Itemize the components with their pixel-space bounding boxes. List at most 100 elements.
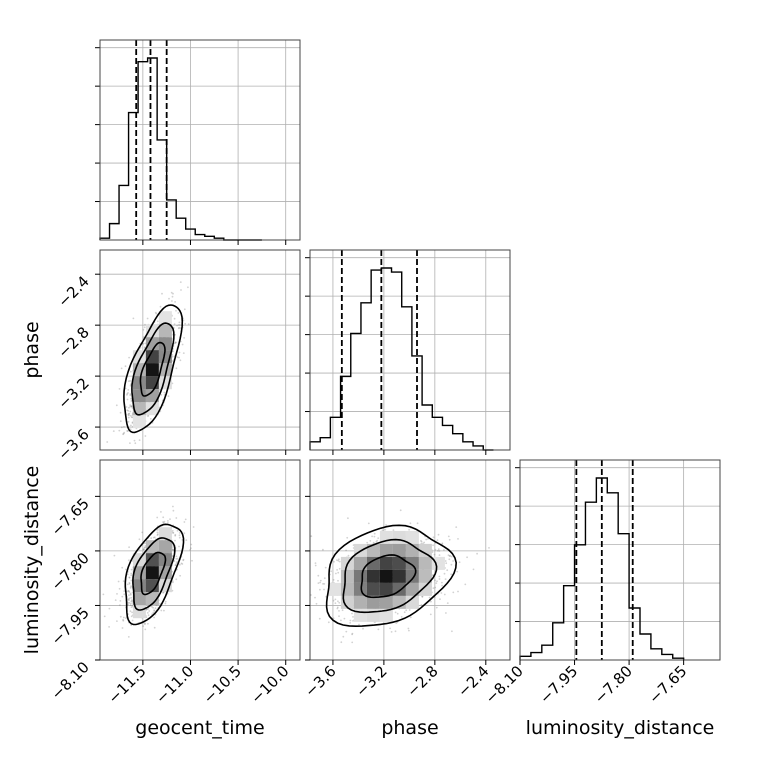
scatter-point (144, 435, 147, 437)
scatter-point (149, 418, 152, 420)
density-cell (353, 569, 367, 583)
scatter-point (127, 636, 130, 638)
scatter-point (132, 317, 135, 320)
scatter-point (384, 528, 387, 531)
scatter-point (178, 324, 181, 326)
scatter-point (420, 604, 423, 606)
density-cell (405, 582, 419, 596)
scatter-point (338, 610, 340, 612)
scatter-point (458, 561, 461, 564)
scatter-point (126, 392, 129, 395)
scatter-point (160, 609, 163, 612)
scatter-point (174, 341, 177, 344)
scatter-point (127, 603, 129, 606)
scatter-point (182, 558, 185, 561)
scatter-point (118, 587, 121, 590)
y-tick-label-phase-1: −3.2 (54, 374, 92, 412)
joint-frame-geocent_time-luminosity_distance (99, 459, 301, 661)
scatter-point (346, 536, 349, 539)
density-cell (392, 569, 406, 583)
scatter-point (127, 590, 130, 593)
scatter-point (127, 416, 130, 419)
scatter-point (332, 617, 335, 620)
scatter-point (432, 536, 435, 539)
scatter-point (113, 554, 116, 557)
scatter-point (390, 631, 393, 633)
joint-panel-geocent_time-phase (100, 250, 300, 450)
scatter-point (147, 622, 149, 625)
x-tick-label-phase-0: −3.6 (301, 662, 339, 700)
scatter-point (147, 614, 150, 617)
scatter-point (427, 538, 429, 540)
density-cell (405, 530, 419, 544)
scatter-point (185, 539, 188, 541)
scatter-point (144, 623, 146, 626)
density-cell (145, 566, 159, 580)
scatter-point (450, 563, 453, 566)
scatter-point (448, 555, 451, 557)
density-cell (418, 569, 432, 583)
scatter-point (182, 559, 185, 562)
scatter-point (131, 619, 134, 622)
scatter-point (430, 600, 432, 603)
scatter-point (127, 414, 130, 417)
density-cell (353, 582, 367, 596)
scatter-point (174, 539, 176, 542)
scatter-point (441, 542, 444, 545)
scatter-point (128, 356, 131, 359)
scatter-point (122, 619, 125, 622)
scatter-point (131, 611, 134, 614)
scatter-point (171, 300, 173, 302)
scatter-point (128, 591, 131, 593)
density-cell (379, 556, 393, 570)
x-axis-label-geocent-time: geocent_time (135, 717, 264, 739)
scatter-point (115, 404, 118, 407)
scatter-point (143, 346, 146, 348)
scatter-point (125, 568, 127, 571)
scatter-point (161, 292, 163, 295)
scatter-point (175, 561, 178, 564)
scatter-point (139, 347, 142, 349)
scatter-point (449, 554, 451, 557)
scatter-point (187, 286, 189, 289)
scatter-point (336, 607, 339, 610)
density-cell (132, 376, 146, 390)
scatter-point (447, 535, 450, 538)
scatter-point (336, 559, 338, 561)
scatter-point (352, 620, 354, 622)
scatter-point (129, 380, 132, 382)
joint-panel-phase-luminosity_distance (306, 460, 510, 661)
contour-level-2 (140, 551, 167, 596)
scatter-point (129, 592, 132, 595)
scatter-point (306, 590, 308, 592)
scatter-point (172, 532, 175, 534)
scatter-point (131, 405, 133, 408)
scatter-point (421, 595, 424, 598)
scatter-point (147, 415, 149, 418)
scatter-point (178, 534, 181, 537)
scatter-point (337, 579, 339, 582)
density-cell (405, 556, 419, 570)
scatter-point (437, 549, 439, 552)
density-cell (353, 556, 367, 570)
scatter-point (146, 317, 149, 320)
scatter-point (129, 393, 132, 395)
scatter-point (341, 609, 344, 612)
scatter-point (443, 549, 445, 551)
scatter-point (332, 599, 335, 602)
scatter-point (371, 535, 373, 538)
marginal-frame-luminosity_distance (519, 459, 721, 661)
scatter-point (163, 391, 166, 394)
y-tick-label-phase-3: −2.4 (54, 272, 92, 310)
density-cell (158, 311, 172, 325)
scatter-point (176, 557, 179, 560)
scatter-point (118, 429, 121, 432)
density-cell (392, 556, 406, 570)
scatter-point (314, 562, 317, 564)
scatter-point (167, 395, 170, 398)
scatter-point (126, 409, 129, 412)
density-cell (145, 402, 159, 416)
scatter-point (169, 518, 171, 520)
density-cell (145, 363, 159, 377)
density-cell (145, 350, 159, 364)
